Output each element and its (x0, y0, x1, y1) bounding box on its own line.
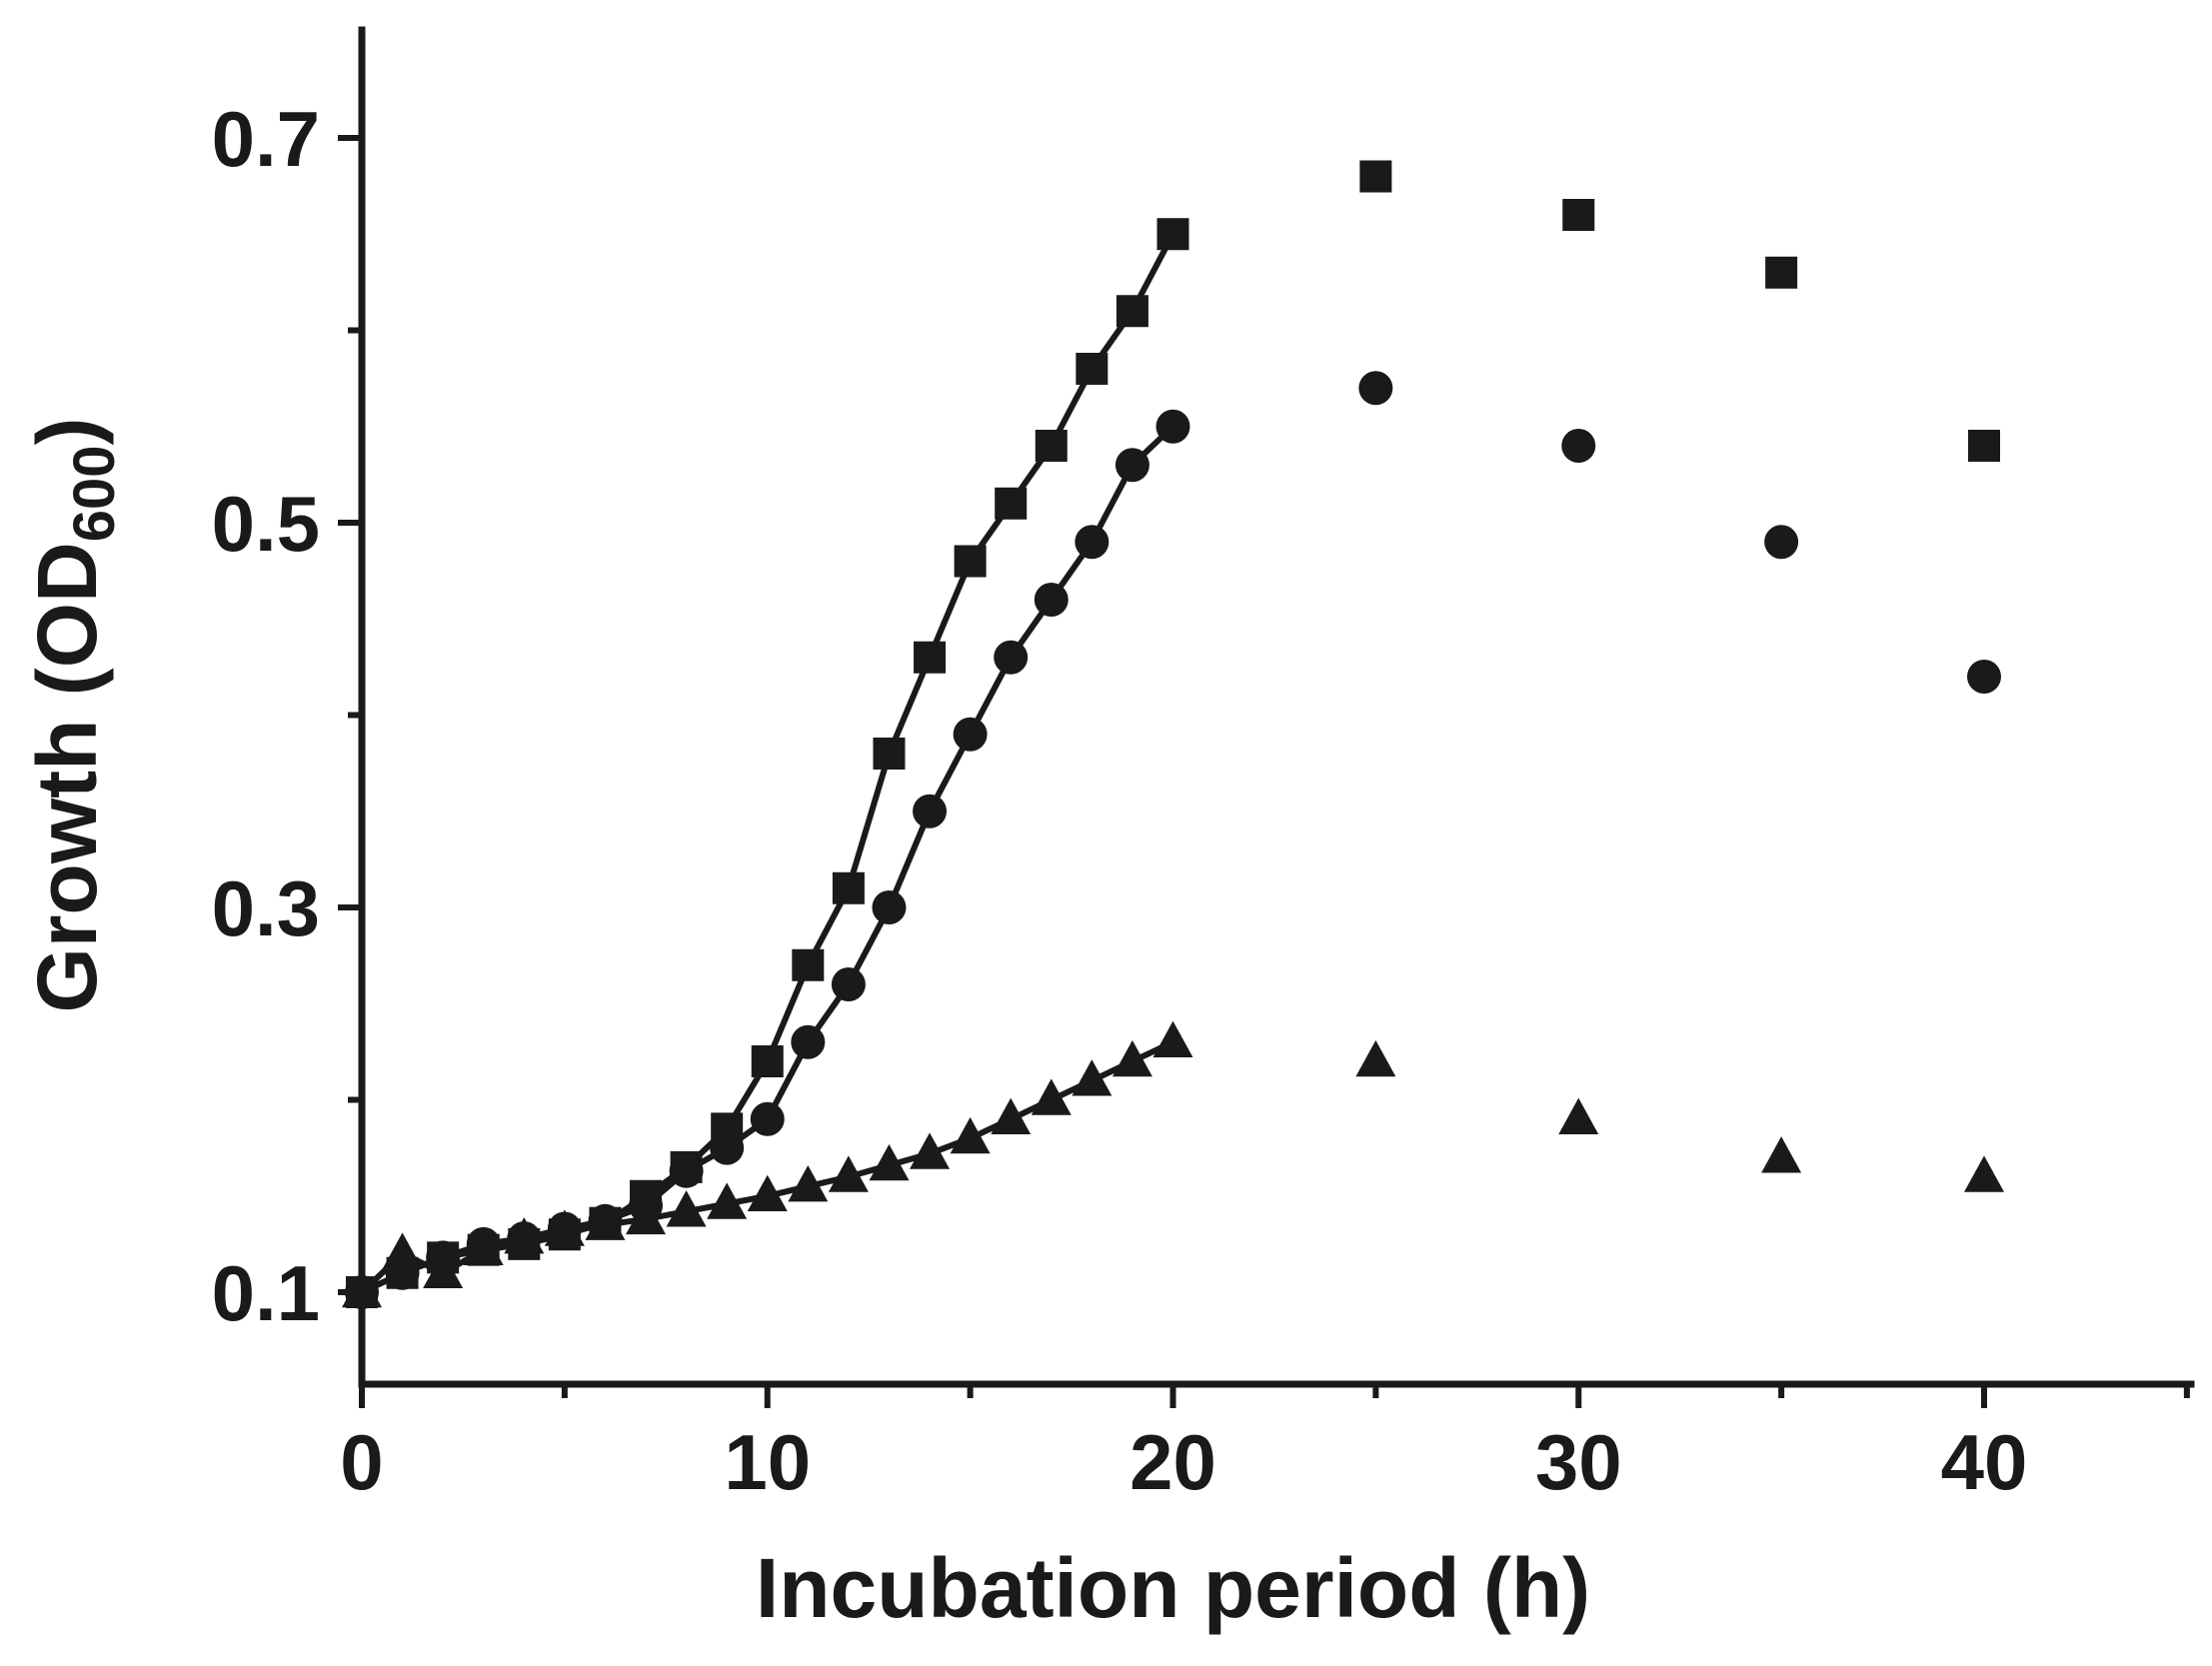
x-axis-title: Incubation period (h) (756, 1541, 1590, 1635)
data-point-circle (872, 890, 907, 924)
data-point-circle (1561, 429, 1596, 463)
data-point-triangle (504, 1217, 545, 1254)
data-point-circle (994, 640, 1029, 675)
data-point-triangle (788, 1165, 829, 1202)
data-point-circle (1358, 371, 1393, 406)
ticks: 0 10 20 30 40 0.1 0.3 0.5 0.7 (212, 95, 2190, 1506)
data-point-square (995, 487, 1028, 520)
data-point-square (954, 545, 987, 578)
data-point-circle (1764, 525, 1799, 560)
data-point-triangle (1761, 1136, 1802, 1173)
data-point-triangle (382, 1232, 423, 1269)
data-point-circle (831, 967, 866, 1001)
data-point-square (1968, 430, 2000, 462)
data-point-triangle (950, 1116, 991, 1154)
data-point-triangle (991, 1097, 1032, 1135)
data-point-square (1562, 199, 1595, 231)
data-point-triangle (1964, 1155, 2004, 1192)
data-point-triangle (666, 1190, 707, 1227)
data-point-square (1115, 295, 1148, 328)
data-point-triangle (626, 1197, 667, 1235)
data-point-circle (1075, 525, 1109, 560)
data-point-circle (1155, 409, 1190, 444)
y-axis-title-close: ) (20, 417, 114, 445)
data-point-circle (750, 1101, 785, 1136)
data-point-triangle (463, 1228, 504, 1265)
data-point-triangle (1111, 1039, 1152, 1077)
data-point-circle (1114, 448, 1149, 483)
x-tick-label: 30 (1535, 1418, 1622, 1506)
data-point-square (914, 641, 947, 674)
data-point-triangle (423, 1251, 464, 1289)
y-tick-label: 0.3 (212, 864, 320, 952)
data-point-triangle (828, 1155, 869, 1192)
data-point-triangle (869, 1143, 910, 1181)
data-point-square (873, 738, 906, 770)
series-square (346, 160, 2000, 1308)
data-point-circle (953, 717, 988, 752)
data-point-circle (791, 1024, 826, 1059)
y-tick-label: 0.1 (212, 1249, 320, 1337)
data-point-triangle (1558, 1097, 1599, 1135)
x-tick-label: 10 (724, 1418, 811, 1506)
data-point-square (1035, 430, 1068, 462)
data-point-circle (913, 794, 948, 829)
axes (358, 26, 2195, 1388)
data-point-triangle (1072, 1059, 1112, 1096)
series-circle (345, 371, 2001, 1309)
data-point-triangle (1031, 1078, 1072, 1115)
data-point-circle (669, 1153, 704, 1188)
data-point-triangle (1355, 1039, 1396, 1077)
data-point-triangle (544, 1209, 585, 1246)
data-point-square (751, 1045, 784, 1077)
data-point-triangle (707, 1182, 748, 1219)
x-tick-label: 20 (1129, 1418, 1216, 1506)
data-point-triangle (585, 1203, 626, 1240)
x-tick-label: 40 (1941, 1418, 2028, 1506)
data-point-circle (1034, 583, 1069, 617)
y-tick-label: 0.5 (212, 480, 320, 568)
data-point-triangle (1152, 1020, 1193, 1058)
y-tick-label: 0.7 (212, 95, 320, 183)
data-point-square (1359, 160, 1392, 193)
series-line-circle (360, 424, 1175, 1295)
data-point-square (1156, 218, 1189, 251)
data-point-circle (1967, 660, 2001, 694)
data-point-triangle (910, 1132, 951, 1169)
y-axis-title: Growth (OD600) (20, 417, 127, 1012)
y-axis-title-main: Growth (OD (20, 542, 114, 1012)
x-tick-label: 0 (340, 1418, 383, 1506)
data-point-triangle (747, 1174, 788, 1212)
data-point-square (792, 948, 825, 981)
series-triangle (342, 1020, 2004, 1308)
data-point-square (1076, 353, 1108, 385)
plot-area (342, 160, 2004, 1309)
data-point-square (832, 871, 865, 904)
data-point-square (1765, 256, 1798, 289)
y-axis-title-subscript: 600 (62, 445, 127, 542)
data-point-circle (710, 1130, 745, 1165)
